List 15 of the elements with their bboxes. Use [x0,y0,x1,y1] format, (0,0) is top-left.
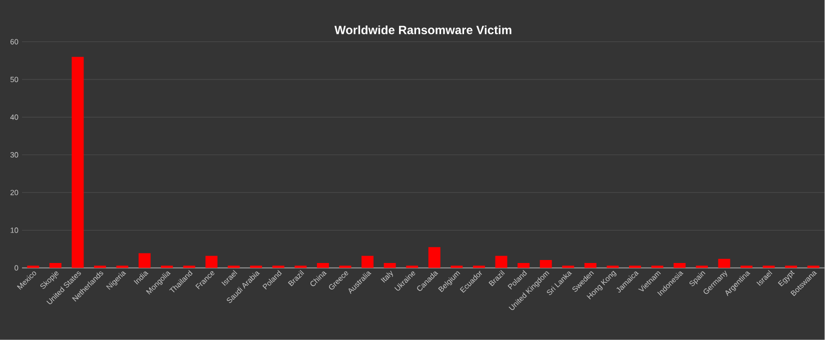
bar [384,263,396,268]
bar [205,256,218,268]
bar [72,56,84,268]
bar [316,263,329,268]
chart-title: Worldwide Ransomware Victim [334,26,512,34]
bar [495,256,508,268]
bar [362,256,374,268]
bar [584,263,596,268]
bar [718,258,730,268]
bar [674,263,686,268]
bar [428,247,440,268]
bar [138,253,151,268]
bar [49,263,62,268]
bar [540,260,552,268]
bar [518,263,530,268]
